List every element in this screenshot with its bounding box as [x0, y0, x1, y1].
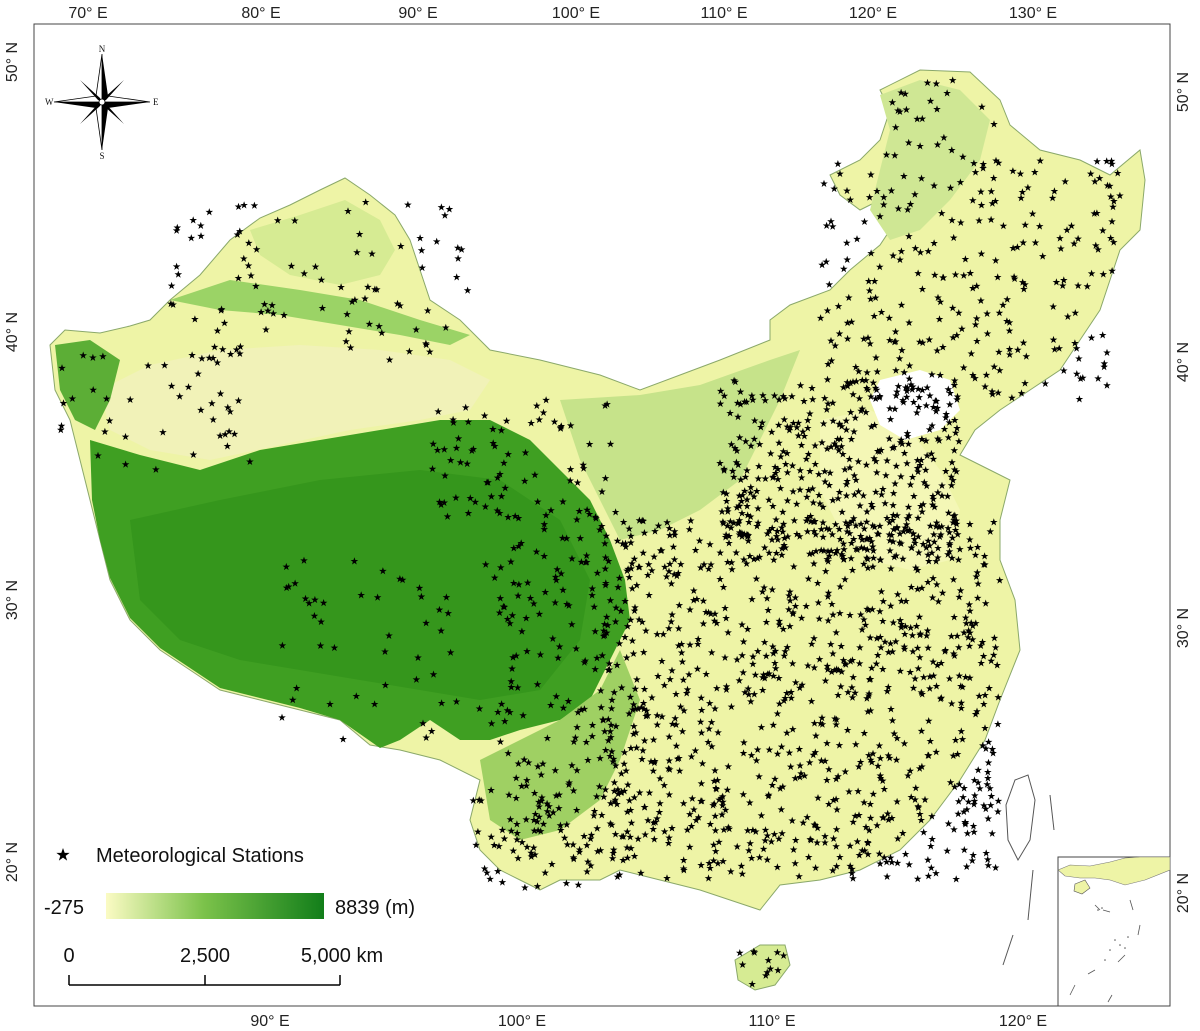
southwest-uplands — [480, 650, 640, 840]
right-axis-label: 20° N — [1175, 873, 1192, 913]
scale-bar-label: 5,000 km — [301, 945, 383, 967]
hainan-island — [734, 944, 791, 991]
left-axis-label: 40° N — [4, 312, 21, 352]
legend: Meteorological Stations -275 8839 (m) 0 … — [44, 845, 415, 986]
top-axis: 70° E 80° E 90° E 100° E 110° E 120° E 1… — [68, 5, 1057, 22]
compass-south-label: S — [99, 151, 104, 161]
bohai-sea — [870, 370, 960, 440]
plateau-highland-core — [130, 470, 590, 700]
top-axis-label: 110° E — [700, 5, 747, 22]
top-axis-label: 130° E — [1009, 5, 1057, 22]
legend-stations-label: Meteorological Stations — [96, 845, 304, 867]
junggar-basin — [250, 200, 395, 285]
elevation-colorbar — [106, 893, 324, 919]
top-axis-label: 120° E — [849, 5, 897, 22]
compass-north-label: N — [99, 44, 106, 54]
right-axis-label: 50° N — [1175, 72, 1192, 112]
top-axis-label: 70° E — [68, 5, 107, 22]
central-uplands — [560, 350, 800, 540]
left-axis-label: 20° N — [4, 842, 21, 882]
elevation-min-label: -275 — [44, 897, 84, 919]
bottom-axis-label: 120° E — [999, 1013, 1047, 1030]
left-axis-label: 30° N — [4, 580, 21, 620]
taiwan-island — [1005, 774, 1036, 862]
right-axis: 50° N 40° N 30° N 20° N — [1175, 72, 1192, 913]
western-highland-rim — [55, 340, 120, 430]
nine-dash-line — [1002, 794, 1055, 966]
right-axis-label: 30° N — [1175, 608, 1192, 648]
compass-rose-icon: N S E W — [45, 44, 159, 161]
bottom-axis-label: 110° E — [748, 1013, 795, 1030]
left-axis-label: 50° N — [4, 42, 21, 82]
top-axis-label: 100° E — [552, 5, 600, 22]
bottom-axis-label: 100° E — [498, 1013, 546, 1030]
top-axis-label: 80° E — [241, 5, 280, 22]
top-axis-label: 90° E — [398, 5, 437, 22]
north-china-plain — [820, 410, 960, 570]
south-china-sea-inset — [1057, 856, 1171, 1007]
northeast-uplands — [870, 80, 990, 240]
bottom-axis: 90° E 100° E 110° E 120° E — [250, 1013, 1047, 1030]
bottom-axis-label: 90° E — [250, 1013, 289, 1030]
compass-west-label: W — [45, 97, 54, 107]
elevation-max-label: 8839 (m) — [335, 897, 415, 919]
scale-bar-label: 0 — [63, 945, 74, 967]
compass-east-label: E — [153, 97, 159, 107]
left-axis: 50° N 40° N 30° N 20° N — [4, 42, 21, 882]
scale-bar-label: 2,500 — [180, 945, 230, 967]
tianshan-range — [170, 280, 470, 345]
scale-bar: 0 2,500 5,000 km — [63, 945, 383, 986]
right-axis-label: 40° N — [1175, 342, 1192, 382]
